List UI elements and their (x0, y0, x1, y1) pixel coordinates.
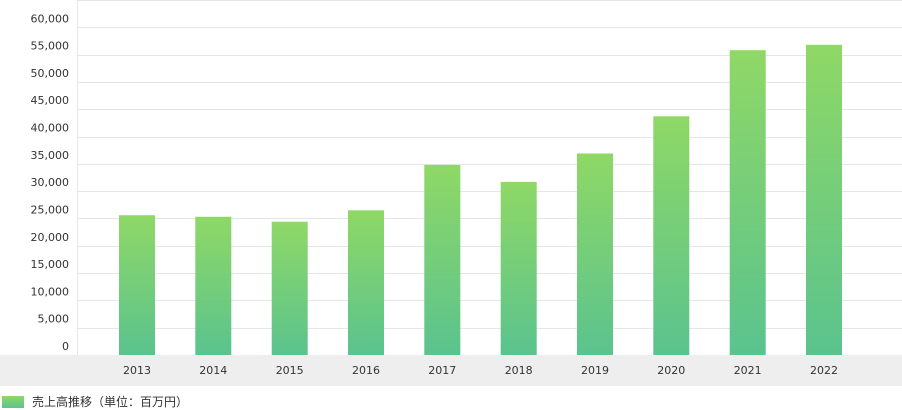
y-tick-label: 15,000 (31, 258, 70, 271)
bar-2020 (653, 116, 690, 355)
bar-2013 (119, 215, 155, 355)
y-tick-label: 10,000 (31, 285, 70, 298)
bar-2014 (195, 216, 232, 355)
y-tick-label: 25,000 (31, 204, 70, 217)
bar-2021 (729, 50, 766, 355)
y-tick-label: 50,000 (31, 67, 70, 80)
y-tick-label: 40,000 (31, 122, 70, 135)
y-axis-ticks: 0 5,000 10,000 15,000 20,000 25,000 30,000 35,0… (31, 12, 70, 353)
y-tick-label: 30,000 (31, 176, 70, 189)
y-tick-label: 20,000 (31, 231, 70, 244)
bar-chart: 0 5,000 10,000 15,000 20,000 25,000 30,000 35,0… (0, 0, 902, 386)
x-tick-label: 2021 (734, 364, 762, 377)
y-tick-label: 0 (62, 340, 69, 353)
x-tick-label: 2020 (657, 364, 685, 377)
x-tick-label: 2017 (428, 364, 456, 377)
y-tick-label: 35,000 (31, 149, 70, 162)
y-tick-label: 55,000 (31, 40, 70, 53)
x-tick-label: 2022 (810, 364, 838, 377)
y-tick-label: 60,000 (31, 12, 70, 25)
legend: 売上高推移（単位：百万円） (2, 394, 188, 410)
bar-2019 (577, 153, 613, 355)
x-axis-band-rect (0, 355, 902, 386)
x-tick-label: 2016 (352, 364, 380, 377)
x-axis-ticks: 2013 2014 2015 2016 2017 2018 2019 2020 2021 2022 (123, 364, 838, 377)
legend-label: 売上高推移（単位：百万円） (32, 395, 189, 409)
x-tick-label: 2014 (199, 364, 227, 377)
bar-2018 (500, 181, 537, 355)
bar-2016 (348, 210, 384, 355)
bar-2022 (806, 44, 842, 356)
bar-2017 (424, 164, 461, 355)
y-tick-label: 5,000 (38, 313, 70, 326)
x-tick-label: 2019 (581, 364, 609, 377)
x-tick-label: 2015 (276, 364, 304, 377)
x-axis-band (0, 355, 902, 386)
x-tick-label: 2013 (123, 364, 151, 377)
x-tick-label: 2018 (505, 364, 533, 377)
bar-2015 (271, 221, 308, 355)
legend-swatch (2, 396, 24, 408)
y-tick-label: 45,000 (31, 94, 70, 107)
bars (119, 44, 842, 356)
